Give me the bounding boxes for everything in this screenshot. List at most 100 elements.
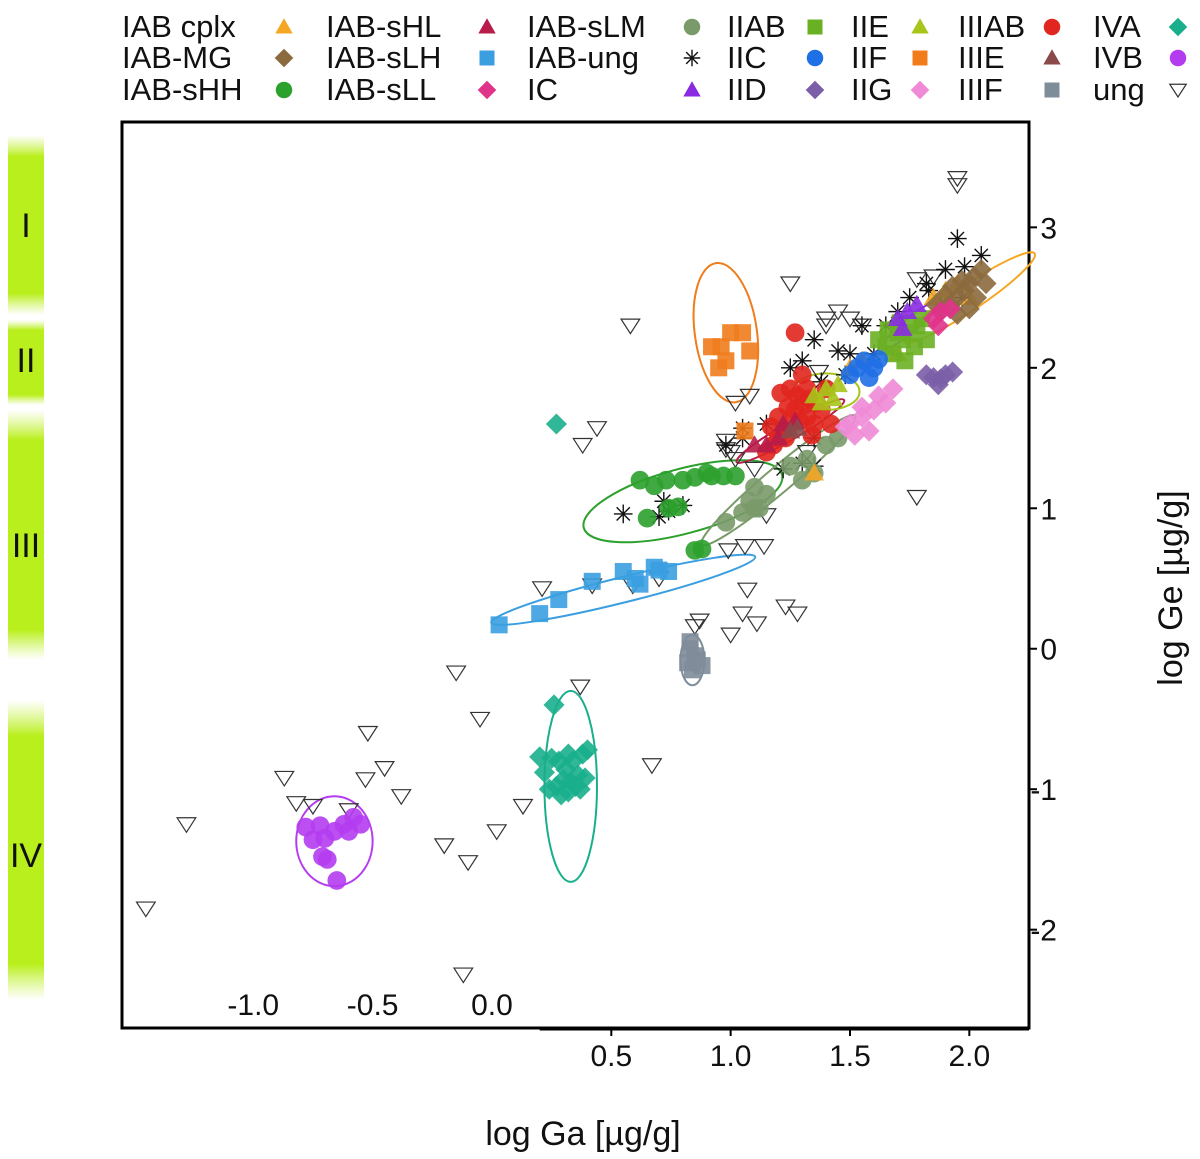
point-ung [512, 798, 534, 816]
point-iva [557, 743, 579, 765]
point-ung [779, 276, 801, 293]
point-ung [746, 616, 768, 633]
point-ung [374, 760, 396, 778]
series-iab-sll [922, 298, 961, 337]
point-ung [732, 606, 754, 623]
series-iva [529, 413, 598, 806]
point-ic [897, 301, 918, 320]
point-ung [744, 461, 765, 479]
point-iig [851, 396, 873, 418]
point-ung [486, 824, 508, 841]
point-iab-shh [692, 539, 712, 559]
point-ung [619, 318, 641, 335]
point-ung [923, 269, 944, 286]
point-ung [724, 451, 746, 469]
legend: IAB cplxIAB-MGIAB-sHHIAB-sHLIAB-sLHIAB-s… [122, 9, 1188, 107]
point-iab-shh [630, 470, 650, 490]
point-iab-slh [631, 575, 649, 593]
series-iab-slh [490, 558, 678, 634]
point-iab-ung [971, 246, 991, 265]
point-iva [569, 778, 591, 800]
x-tick-label: 1.5 [829, 1040, 871, 1073]
band-label-iii: III [12, 527, 40, 565]
point-iiiab [761, 417, 781, 437]
band-iv [8, 700, 44, 1000]
point-iab-cplx [804, 463, 825, 481]
point-iab-slm [716, 512, 736, 532]
point-iiiab [778, 397, 798, 417]
legend-marker-ung [1168, 83, 1188, 99]
point-ic [892, 318, 913, 336]
point-ung [839, 311, 861, 328]
point-iab-ung [828, 341, 848, 361]
data-points [135, 171, 997, 984]
point-ung [273, 770, 295, 788]
legend-label-iab-slm: IAB-sLM [527, 9, 646, 44]
point-ung [906, 489, 928, 507]
point-iab-slh [660, 562, 678, 580]
x-tick-label: 1.0 [710, 1040, 752, 1073]
point-iig [834, 416, 856, 438]
point-iab-ung [936, 260, 955, 279]
legend-label-ivb: IVB [1093, 40, 1143, 75]
point-iiie [787, 418, 808, 436]
point-iab-shh [668, 497, 688, 517]
point-iig [875, 392, 897, 414]
legend-marker-iig [910, 80, 930, 100]
point-iab-slh [531, 605, 549, 623]
point-iab-ung [852, 316, 872, 336]
point-iie [823, 388, 844, 407]
point-iiiab [785, 323, 805, 343]
legend-label-iiab: IIAB [727, 9, 786, 44]
point-iab-mg [951, 270, 973, 292]
point-ung [457, 855, 479, 872]
point-iiif [693, 657, 711, 675]
band-label-iv: IV [10, 837, 42, 875]
point-ung [946, 178, 968, 195]
y-tick-label: 0 [1040, 634, 1057, 667]
point-ung [720, 627, 742, 644]
point-ung [739, 388, 761, 405]
point-iif [712, 338, 730, 356]
legend-marker-iab-shh [275, 81, 293, 99]
legend-marker-iab-slm [683, 18, 701, 36]
point-ung [135, 901, 157, 918]
point-ung [285, 796, 307, 813]
y-tick-label: 3 [1040, 212, 1057, 245]
point-ung [641, 758, 663, 775]
point-ung [569, 679, 591, 696]
point-ung [357, 725, 379, 743]
point-ivb [327, 871, 347, 890]
point-ung [355, 772, 376, 789]
ellipse-iab-shh [582, 459, 784, 544]
band-label-ii: II [17, 342, 36, 380]
series-iab-shh [630, 463, 745, 560]
band-ii [8, 320, 44, 405]
point-ung [787, 606, 808, 623]
point-ung [724, 395, 746, 412]
series-ung [135, 171, 968, 984]
point-iva [543, 694, 565, 716]
point-iab-slh [550, 591, 568, 609]
legend-label-iif: IIF [851, 40, 887, 75]
series-iif [703, 324, 759, 440]
legend-marker-iif [912, 50, 928, 66]
point-iig [868, 385, 890, 407]
point-iiab [913, 310, 931, 328]
point-ung [808, 364, 830, 382]
x-tick-label: 0.0 [471, 989, 513, 1022]
point-iie [828, 374, 848, 393]
point-ung [302, 798, 324, 816]
x-tick-label: -0.5 [347, 989, 399, 1022]
legend-marker-iab-slh [479, 50, 495, 66]
x-tick-label: 0.5 [590, 1040, 632, 1073]
point-iva [533, 761, 556, 783]
point-iab-mg [975, 272, 997, 295]
point-iab-sll [927, 315, 949, 337]
point-ung [715, 433, 737, 450]
legend-marker-iab-ung [683, 49, 701, 67]
band-label-i: I [21, 207, 30, 245]
series-iiie [780, 418, 808, 439]
point-iab-ung [955, 257, 974, 277]
